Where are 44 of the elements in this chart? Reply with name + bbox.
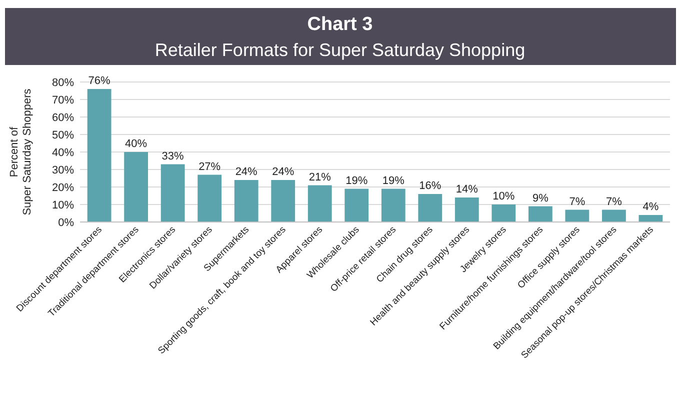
- data-label: 33%: [162, 150, 184, 162]
- data-label: 10%: [492, 190, 515, 202]
- data-label: 9%: [532, 192, 549, 204]
- bar: [418, 194, 442, 222]
- data-label: 7%: [569, 196, 586, 208]
- bar: [381, 188, 406, 222]
- bar: [344, 188, 369, 222]
- bar: [87, 89, 112, 222]
- bar: [602, 210, 626, 222]
- bar: [271, 180, 296, 222]
- y-tick-label: 10%: [52, 200, 74, 212]
- chart-subtitle: Retailer Formats for Super Saturday Shopping: [154, 40, 526, 60]
- bar: [565, 210, 590, 222]
- data-label: 14%: [456, 184, 478, 196]
- y-tick-label: 70%: [52, 94, 74, 106]
- y-tick-label: 40%: [52, 147, 74, 159]
- bar: [638, 215, 663, 222]
- data-label: 24%: [272, 166, 294, 178]
- y-axis-title: Percent of Super Saturday Shoppers: [8, 88, 34, 216]
- bar: [124, 152, 148, 222]
- bar: [160, 164, 185, 222]
- data-label: 27%: [198, 160, 221, 173]
- data-label: 16%: [419, 180, 442, 192]
- data-label: 76%: [88, 75, 111, 87]
- y-tick-label: 60%: [52, 112, 74, 124]
- y-tick-label: 30%: [52, 164, 74, 176]
- chart-title: Chart 3: [307, 14, 373, 35]
- bar: [308, 185, 332, 222]
- bar: [492, 204, 516, 222]
- y-tick-label: 20%: [52, 182, 74, 194]
- bar: [528, 206, 552, 222]
- bar: [454, 198, 479, 222]
- y-tick-label: 80%: [52, 77, 74, 89]
- data-label: 40%: [125, 138, 148, 150]
- data-label: 19%: [346, 174, 368, 187]
- y-tick-label: 0%: [58, 217, 74, 229]
- data-label: 21%: [308, 171, 332, 184]
- bar: [234, 180, 258, 222]
- data-label: 7%: [606, 196, 622, 208]
- data-label: 24%: [235, 166, 258, 178]
- bar: [198, 174, 222, 222]
- y-tick-label: 50%: [52, 130, 74, 142]
- data-label: 19%: [382, 174, 405, 187]
- data-label: 4%: [642, 201, 659, 213]
